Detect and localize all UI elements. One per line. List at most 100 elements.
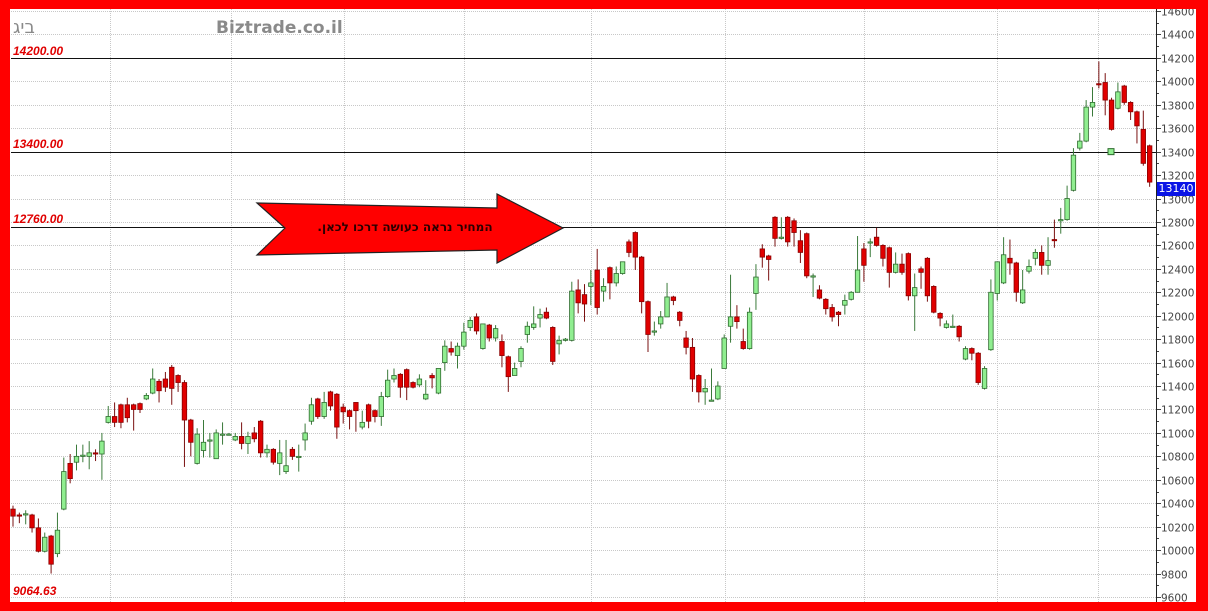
- candle: [270, 448, 277, 465]
- candle-body-down: [327, 391, 334, 407]
- y-tick-label: 10000: [1161, 546, 1194, 558]
- candle-body-up: [219, 433, 226, 436]
- candle: [92, 449, 99, 462]
- candle: [753, 264, 759, 310]
- candle: [1127, 101, 1134, 120]
- candle: [207, 432, 213, 458]
- candle-body-up: [207, 439, 213, 442]
- candle-body-down: [734, 316, 740, 322]
- candle-body-down: [67, 462, 73, 480]
- y-tick-label: 9800: [1161, 570, 1188, 582]
- candle: [1102, 73, 1108, 116]
- candle-body-up: [511, 368, 518, 376]
- candle-body-down: [372, 410, 378, 417]
- candle: [962, 346, 969, 361]
- candle: [734, 305, 740, 329]
- candle-body-down: [238, 436, 245, 444]
- candle-body-up: [442, 345, 448, 363]
- candle: [245, 431, 251, 455]
- candle: [854, 236, 861, 293]
- candle: [1013, 261, 1019, 302]
- candle: [683, 330, 689, 355]
- candle-body-up: [727, 316, 734, 327]
- candle: [937, 312, 943, 327]
- candle: [842, 294, 848, 315]
- candle: [1140, 110, 1146, 166]
- y-tick-label: 13000: [1161, 195, 1194, 207]
- candle-body-down: [689, 346, 696, 380]
- candle: [619, 261, 626, 275]
- y-tick-label: 10400: [1161, 499, 1194, 511]
- candle-body-down: [270, 448, 277, 463]
- candle-body-up: [962, 348, 969, 360]
- candle: [1064, 185, 1070, 221]
- candle: [10, 505, 16, 527]
- candle-body-up: [384, 379, 391, 397]
- candle: [613, 266, 619, 287]
- candle: [353, 402, 359, 432]
- y-tick-label: 14200: [1161, 54, 1194, 66]
- candle-body-up: [867, 241, 873, 244]
- candle-body-down: [1007, 257, 1013, 264]
- candle-body-up: [391, 375, 397, 380]
- candle: [1007, 239, 1013, 275]
- candle: [448, 341, 454, 356]
- candle-body-up: [842, 300, 848, 306]
- candle-body-up: [1045, 260, 1051, 266]
- candle: [899, 253, 905, 275]
- candle-body-up: [150, 378, 156, 394]
- candle-body-up: [1020, 289, 1026, 304]
- candle: [473, 313, 480, 335]
- candle: [80, 444, 86, 463]
- candle: [467, 316, 473, 331]
- candle: [48, 534, 54, 574]
- candle: [194, 428, 200, 465]
- candle: [1000, 237, 1007, 285]
- candle-body-down: [543, 311, 550, 319]
- candle-body-down: [677, 311, 683, 321]
- candle-body-up: [416, 378, 423, 386]
- candle: [677, 311, 683, 327]
- candle: [416, 374, 423, 388]
- candle-body-up: [461, 331, 467, 347]
- candle: [524, 321, 530, 343]
- candle-body-down: [315, 398, 321, 417]
- candle: [867, 238, 873, 258]
- candle-body-down: [683, 337, 689, 348]
- candle-body-down: [175, 375, 181, 383]
- y-tick-label: 10600: [1161, 476, 1194, 488]
- candle-body-down: [137, 403, 143, 410]
- candle-body-down: [346, 410, 353, 417]
- symbol-title: ביג: [13, 17, 35, 38]
- y-tick-label: 11400: [1161, 382, 1194, 394]
- candle: [778, 217, 784, 240]
- candle-body-up: [1115, 91, 1121, 109]
- candle: [607, 266, 613, 300]
- candle: [556, 335, 562, 355]
- candle: [804, 232, 810, 279]
- candle-body-up: [518, 348, 524, 362]
- candle-body-down: [404, 369, 410, 388]
- candle: [410, 381, 416, 389]
- candle: [924, 257, 931, 302]
- candle-body-up: [99, 440, 105, 455]
- candle: [277, 439, 283, 476]
- y-tick-label: 12600: [1161, 241, 1194, 253]
- candle-body-up: [200, 441, 207, 451]
- y-tick-label: 13600: [1161, 124, 1194, 136]
- candle-body-up: [988, 291, 994, 351]
- candle-body-down: [16, 514, 22, 517]
- candle: [372, 409, 378, 423]
- candle-body-down: [92, 452, 99, 455]
- candle: [1134, 110, 1140, 144]
- candle: [1096, 61, 1102, 89]
- candle: [550, 326, 556, 365]
- candle: [988, 279, 994, 351]
- candle: [1083, 100, 1089, 143]
- candle-body-up: [912, 287, 918, 297]
- candle-body-down: [429, 375, 435, 379]
- candle: [435, 368, 442, 395]
- candle: [721, 334, 727, 369]
- candle: [632, 231, 638, 271]
- chart-frame: 9600 9800 10000 10200 10400 10600 10800 11000 11…: [10, 9, 1196, 602]
